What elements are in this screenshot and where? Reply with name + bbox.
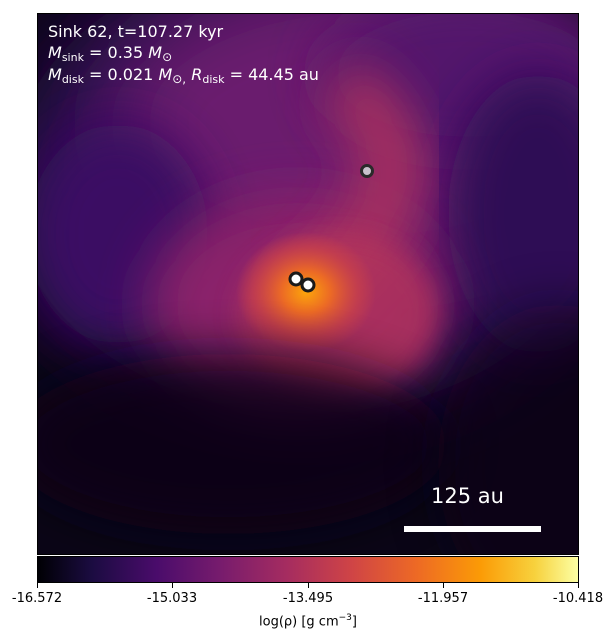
sink-particle-c [360,164,374,178]
colorbar-tick-label: -13.495 [282,591,334,606]
scale-bar-label: 125 au [431,484,504,508]
colorbar-tick-label: -15.033 [146,591,198,606]
colorbar-tick-label: -11.957 [417,591,469,606]
colorbar-tick [443,583,444,588]
sink-time-label: Sink 62, t=107.27 kyr [48,22,224,41]
colorbar [37,556,579,583]
scale-bar [404,526,541,532]
colorbar-tick [308,583,309,588]
sink-particle-b [300,277,316,293]
colorbar-tick [37,583,38,588]
colorbar-label: log(ρ) [g cm−3] [259,613,357,630]
density-image-panel: Sink 62, t=107.27 kyr Msink = 0.35 M⊙ Md… [37,13,579,555]
colorbar-tick-label: -10.418 [552,591,604,606]
sink-mass-label: Msink = 0.35 M⊙ [48,43,173,64]
colorbar-tick [172,583,173,588]
density-map [38,14,578,554]
colorbar-tick-label: -16.572 [11,591,63,606]
disk-mass-radius-label: Mdisk = 0.021 M⊙, Rdisk = 44.45 au [48,65,319,86]
colorbar-tick [578,583,579,588]
sink-particle-a [288,271,304,287]
